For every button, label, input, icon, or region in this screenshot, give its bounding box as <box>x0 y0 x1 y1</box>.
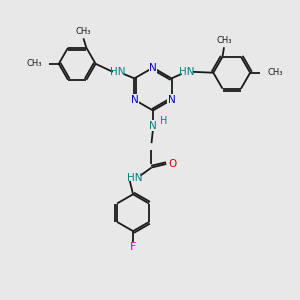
Text: N: N <box>168 95 176 105</box>
Text: HN: HN <box>179 67 195 77</box>
Text: N: N <box>149 63 157 73</box>
Text: CH₃: CH₃ <box>26 59 42 68</box>
Text: H: H <box>160 116 167 126</box>
Text: O: O <box>168 159 176 169</box>
Text: N: N <box>148 121 156 131</box>
Text: HN: HN <box>110 67 126 77</box>
Text: CH₃: CH₃ <box>267 68 283 77</box>
Text: N: N <box>130 95 138 105</box>
Text: CH₃: CH₃ <box>216 36 232 45</box>
Text: HN: HN <box>128 173 143 183</box>
Text: F: F <box>130 242 136 253</box>
Text: CH₃: CH₃ <box>76 27 91 36</box>
